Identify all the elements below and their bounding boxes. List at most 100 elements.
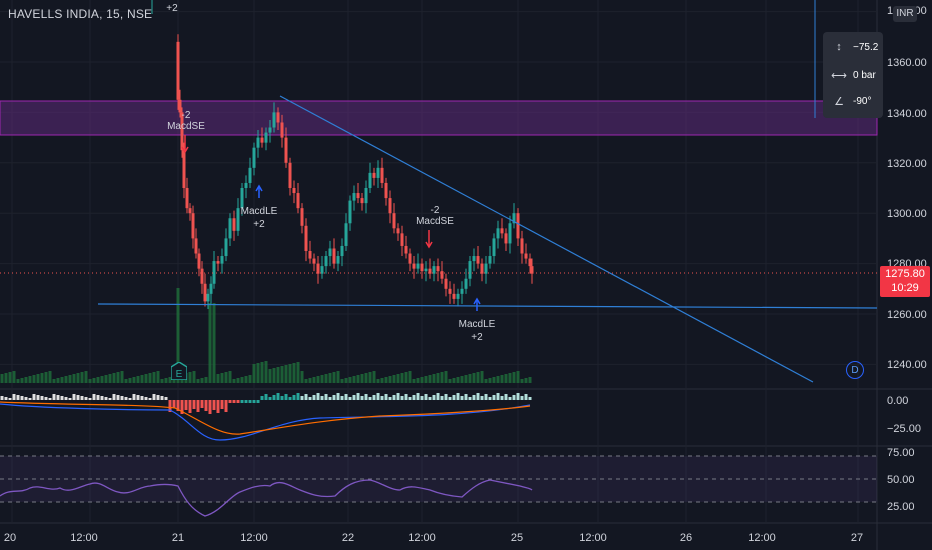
candle[interactable]	[524, 243, 528, 264]
candle[interactable]	[324, 251, 328, 274]
candle[interactable]	[296, 182, 300, 214]
candle[interactable]	[376, 160, 380, 188]
candle[interactable]	[328, 240, 332, 267]
candle[interactable]	[500, 218, 504, 239]
candle[interactable]	[384, 177, 388, 206]
candle[interactable]	[194, 228, 198, 259]
candle[interactable]	[320, 256, 324, 279]
candle[interactable]	[182, 142, 186, 199]
rsi-pane[interactable]	[0, 455, 877, 517]
candle[interactable]	[176, 34, 180, 110]
candle[interactable]	[312, 253, 316, 272]
candle[interactable]	[456, 288, 460, 307]
candle[interactable]	[428, 258, 432, 279]
support-line[interactable]	[97, 303, 878, 309]
candle[interactable]	[476, 245, 480, 269]
candle[interactable]	[440, 261, 444, 284]
candle[interactable]	[400, 225, 404, 257]
candle[interactable]	[216, 256, 220, 272]
candle[interactable]	[180, 107, 184, 158]
candle[interactable]	[496, 220, 500, 249]
candle[interactable]	[488, 245, 492, 269]
candle[interactable]	[436, 258, 440, 282]
candle[interactable]	[178, 89, 182, 118]
candle[interactable]	[380, 157, 384, 188]
candle[interactable]	[244, 175, 248, 199]
measure-tool-panel[interactable]: ↕ −75.2 ⟷ 0 bar ∠ -90°	[823, 32, 883, 118]
candle[interactable]	[340, 238, 344, 267]
candle[interactable]	[472, 248, 476, 272]
candle[interactable]	[348, 195, 352, 231]
candle[interactable]	[203, 273, 207, 307]
candle[interactable]	[206, 288, 210, 309]
candle[interactable]	[268, 119, 272, 143]
symbol-title[interactable]: HAVELLS INDIA, 15, NSE	[8, 7, 153, 21]
candle[interactable]	[276, 107, 280, 131]
candle[interactable]	[197, 248, 201, 277]
candle[interactable]	[448, 281, 452, 304]
candle[interactable]	[212, 251, 216, 289]
candle[interactable]	[460, 281, 464, 304]
candle[interactable]	[368, 162, 372, 194]
candle[interactable]	[228, 213, 232, 246]
candle[interactable]	[300, 203, 304, 234]
candle[interactable]	[260, 127, 264, 148]
candle[interactable]	[272, 102, 276, 133]
candle[interactable]	[396, 223, 400, 241]
supply-zone-rectangle[interactable]	[0, 100, 878, 136]
candle[interactable]	[416, 253, 420, 274]
candle[interactable]	[420, 258, 424, 279]
candle[interactable]	[336, 251, 340, 272]
candle[interactable]	[444, 273, 448, 297]
candle[interactable]	[188, 203, 192, 221]
candle[interactable]	[492, 233, 496, 264]
candle[interactable]	[308, 240, 312, 264]
candle[interactable]	[236, 198, 240, 236]
candle[interactable]	[304, 218, 308, 262]
descending-trendline[interactable]	[279, 95, 814, 383]
candle[interactable]	[364, 180, 368, 214]
macd-pane[interactable]	[0, 393, 532, 441]
candle[interactable]	[516, 208, 520, 246]
candle[interactable]	[209, 276, 213, 304]
candle[interactable]	[408, 248, 412, 272]
candle[interactable]	[372, 167, 376, 186]
candle[interactable]	[512, 203, 516, 229]
candle[interactable]	[452, 283, 456, 304]
currency-button[interactable]: INR	[893, 6, 917, 22]
candle[interactable]	[316, 256, 320, 284]
candle[interactable]	[264, 127, 268, 151]
candle[interactable]	[185, 177, 189, 214]
candle[interactable]	[232, 210, 236, 241]
candle[interactable]	[464, 268, 468, 294]
candle[interactable]	[530, 258, 534, 284]
candle[interactable]	[388, 190, 392, 224]
candlesticks[interactable]	[176, 34, 534, 309]
candle[interactable]	[432, 261, 436, 282]
candle[interactable]	[240, 182, 244, 216]
candle[interactable]	[480, 258, 484, 282]
earnings-marker[interactable]: E	[171, 362, 187, 380]
candle[interactable]	[356, 182, 360, 204]
candle[interactable]	[468, 256, 472, 287]
candle[interactable]	[292, 180, 296, 204]
candle[interactable]	[224, 228, 228, 262]
candle[interactable]	[352, 185, 356, 211]
candle[interactable]	[412, 256, 416, 279]
candle[interactable]	[424, 261, 428, 282]
candle[interactable]	[248, 157, 252, 188]
candle[interactable]	[284, 127, 288, 168]
candle[interactable]	[256, 130, 260, 158]
candle[interactable]	[508, 215, 512, 254]
candle[interactable]	[520, 230, 524, 264]
candle[interactable]	[200, 261, 204, 294]
candle[interactable]	[484, 256, 488, 284]
candle[interactable]	[332, 238, 336, 269]
candle[interactable]	[191, 205, 195, 249]
candle[interactable]	[220, 248, 224, 274]
candle[interactable]	[360, 193, 364, 211]
candle[interactable]	[344, 213, 348, 251]
candle[interactable]	[504, 228, 508, 251]
